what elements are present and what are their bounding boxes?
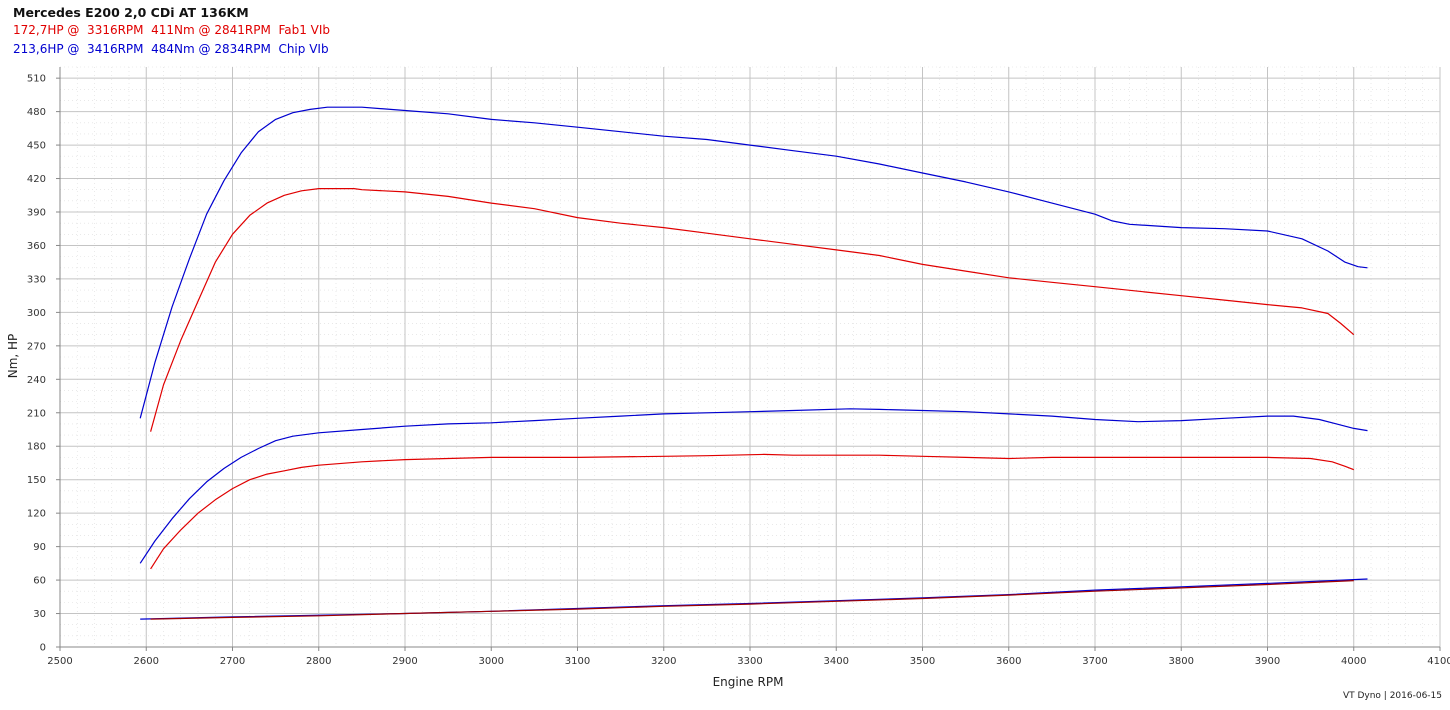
chart-grid <box>59 66 1441 648</box>
x-axis: 2500 2600 2700 2800 2900 3000 3100 3200 3300 3400… <box>47 647 1450 667</box>
y-tick-label: 450 <box>27 141 46 152</box>
y-tick-label: 360 <box>27 241 46 252</box>
y-axis: 0 30 60 90 120 150 180 210 240 270 300 330 360 390 420… <box>27 74 60 654</box>
legend-stock: 172,7HP @ 3316RPM 411Nm @ 2841RPM Fab1 V… <box>13 23 331 37</box>
y-tick-label: 150 <box>27 475 46 486</box>
plot-frame <box>56 67 1440 651</box>
y-tick-label: 510 <box>27 74 46 85</box>
x-tick-label: 4000 <box>1341 656 1366 667</box>
x-tick-label: 3200 <box>651 656 676 667</box>
x-tick-label: 3000 <box>479 656 504 667</box>
y-tick-label: 240 <box>27 375 46 386</box>
y-tick-label: 210 <box>27 408 46 419</box>
y-tick-label: 480 <box>27 107 46 118</box>
x-tick-label: 3300 <box>737 656 762 667</box>
series-stock-torque <box>150 188 1355 432</box>
y-tick-label: 330 <box>27 274 46 285</box>
y-axis-label: Nm, HP <box>6 334 20 379</box>
x-tick-label: 3100 <box>565 656 590 667</box>
x-tick-label: 2900 <box>392 656 417 667</box>
x-tick-label: 3800 <box>1169 656 1194 667</box>
chart-title: Mercedes E200 2,0 CDi AT 136KM <box>13 5 249 20</box>
x-tick-label: 3400 <box>824 656 849 667</box>
series-stock-loss <box>150 580 1354 620</box>
series-chip-torque <box>139 106 1368 419</box>
x-tick-label: 3700 <box>1082 656 1107 667</box>
x-tick-label: 2700 <box>220 656 245 667</box>
x-tick-label: 3500 <box>910 656 935 667</box>
y-tick-label: 0 <box>40 643 46 654</box>
y-tick-label: 390 <box>27 208 46 219</box>
footer-credit: VT Dyno | 2016-06-15 <box>1342 691 1442 701</box>
x-tick-label: 2600 <box>134 656 159 667</box>
x-tick-label: 3600 <box>996 656 1021 667</box>
series-chip-power <box>139 408 1368 564</box>
x-tick-label: 2500 <box>47 656 72 667</box>
x-tick-label: 3900 <box>1255 656 1280 667</box>
y-tick-label: 270 <box>27 341 46 352</box>
x-axis-label: Engine RPM <box>713 675 784 689</box>
legend-chip: 213,6HP @ 3416RPM 484Nm @ 2834RPM Chip V… <box>13 42 329 56</box>
y-tick-label: 120 <box>27 509 46 520</box>
y-tick-label: 30 <box>33 609 46 620</box>
y-tick-label: 300 <box>27 308 46 319</box>
y-tick-label: 420 <box>27 174 46 185</box>
y-tick-label: 60 <box>33 576 46 587</box>
chart-header: Mercedes E200 2,0 CDi AT 136KM 172,7HP @… <box>13 5 330 59</box>
x-tick-label: 4100 <box>1427 656 1450 667</box>
series-layer <box>139 106 1368 620</box>
y-tick-label: 90 <box>33 542 46 553</box>
y-tick-label: 180 <box>27 442 46 453</box>
x-tick-label: 2800 <box>306 656 331 667</box>
series-stock-power <box>150 453 1355 570</box>
